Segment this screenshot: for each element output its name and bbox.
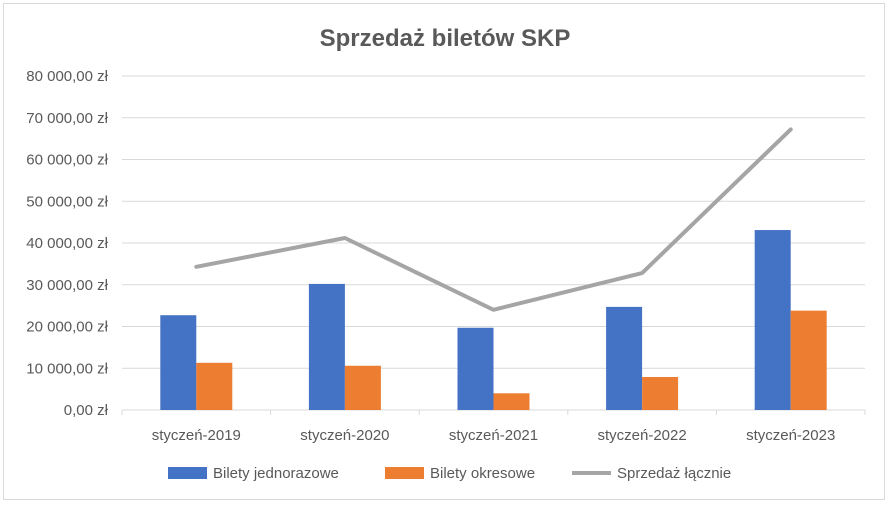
y-tick-label: 30 000,00 zł: [26, 277, 108, 294]
y-tick-label: 10 000,00 zł: [26, 360, 108, 377]
bar-bilety-okresowe: [196, 362, 233, 410]
bar-bilety-okresowe: [344, 365, 381, 410]
x-axis: styczeń-2019 styczeń-2020 styczeń-2021 styc…: [121, 410, 866, 444]
bar-bilety-jednorazowe: [754, 230, 791, 410]
legend-swatch: [385, 467, 424, 479]
legend: Bilety jednorazowe Bilety okresowe Sprzeda…: [168, 465, 731, 482]
y-tick-label: 40 000,00 zł: [26, 235, 108, 252]
y-axis: 0,00 zł 10 000,00 zł 20 000,00 zł 30 000,00…: [26, 68, 108, 419]
legend-label: Bilety jednorazowe: [213, 465, 339, 482]
y-tick-label: 0,00 zł: [64, 402, 109, 419]
y-tick-label: 20 000,00 zł: [26, 319, 108, 336]
legend-label: Bilety okresowe: [430, 465, 535, 482]
chart-title: Sprzedaż biletów SKP: [320, 25, 571, 52]
chart-frame: [3, 3, 885, 500]
x-tick-label: styczeń-2019: [152, 427, 241, 444]
x-tick-label: styczeń-2022: [597, 427, 686, 444]
line-series: [194, 127, 793, 312]
y-tick-label: 60 000,00 zł: [26, 152, 108, 169]
bar-bilety-jednorazowe: [160, 315, 197, 410]
bar-bilety-okresowe: [493, 393, 530, 410]
y-tick-label: 70 000,00 zł: [26, 110, 108, 127]
legend-swatch: [168, 467, 207, 479]
y-tick-label: 80 000,00 zł: [26, 68, 108, 85]
x-tick-label: styczeń-2023: [746, 427, 835, 444]
y-tick-label: 50 000,00 zł: [26, 193, 108, 210]
x-tick-label: styczeń-2021: [449, 427, 538, 444]
legend-label: Sprzedaż łącznie: [617, 465, 731, 482]
bar-bilety-jednorazowe: [308, 283, 345, 410]
bar-bilety-okresowe: [790, 310, 827, 410]
x-tick-label: styczeń-2020: [300, 427, 389, 444]
gridlines: [122, 75, 865, 411]
bar-bilety-okresowe: [642, 377, 679, 410]
bars: [160, 230, 827, 410]
line-total-sales: [194, 127, 793, 312]
bar-bilety-jednorazowe: [457, 327, 494, 410]
bar-bilety-jednorazowe: [606, 306, 643, 410]
